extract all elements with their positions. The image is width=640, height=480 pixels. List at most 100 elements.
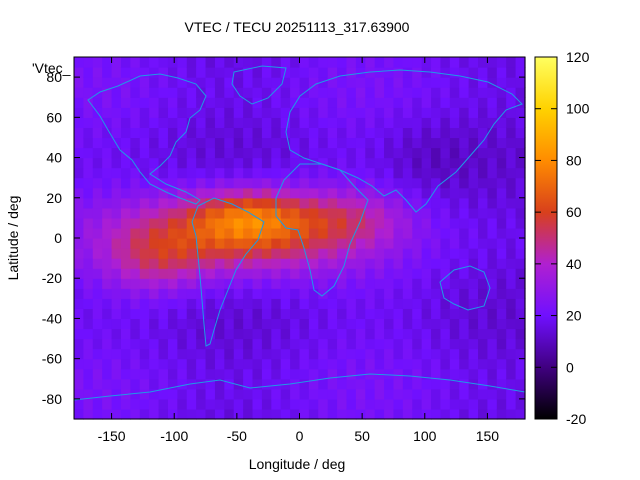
heatmap-cell [393,87,404,98]
heatmap-cell [468,87,479,98]
heatmap-cell [74,197,84,209]
heatmap-cell [271,117,282,128]
heatmap-cell [459,67,470,78]
heatmap-cell [327,358,338,370]
heatmap-cell [515,358,526,370]
heatmap-cell [402,167,413,179]
heatmap-cell [214,117,225,128]
heatmap-cell [318,358,329,370]
heatmap-cell [74,117,84,128]
heatmap-cell [83,227,94,239]
heatmap-cell [205,308,216,320]
heatmap-cell [74,67,84,78]
heatmap-cell [318,187,329,199]
heatmap-cell [280,348,291,360]
heatmap-cell [290,378,301,390]
heatmap-cell [177,117,188,128]
heatmap-cell [449,338,460,350]
heatmap-cell [374,358,385,370]
heatmap-cell [177,298,188,309]
heatmap-cell [449,308,460,320]
heatmap-cell [487,238,498,249]
heatmap-cell [92,278,103,289]
heatmap-cell [261,117,272,128]
heatmap-cell [506,278,517,289]
heatmap-cell [299,167,310,179]
heatmap-cell [449,368,460,380]
heatmap-cell [280,217,291,229]
heatmap-cell [83,127,94,139]
heatmap-cell [384,77,395,88]
heatmap-cell [374,308,385,320]
heatmap-cell [449,87,460,98]
heatmap-cell [515,338,526,350]
heatmap-cell [478,117,489,128]
heatmap-cell [280,388,291,400]
heatmap-cell [196,147,207,159]
heatmap-cell [421,217,432,229]
heatmap-cell [214,268,225,279]
heatmap-cell [478,238,489,249]
heatmap-cell [459,137,470,149]
heatmap-cell [130,378,141,390]
heatmap-cell [252,328,263,340]
heatmap-cell [346,308,357,320]
heatmap-cell [318,107,329,118]
heatmap-cell [120,227,131,239]
heatmap-cell [318,278,329,289]
heatmap-cell [74,137,84,149]
heatmap-cell [224,278,235,289]
heatmap-cell [384,338,395,350]
heatmap-cell [290,288,301,299]
heatmap-cell [224,378,235,390]
heatmap-cell [402,278,413,289]
heatmap-cell [299,348,310,360]
heatmap-cell [111,258,122,269]
heatmap-cell [431,117,442,128]
heatmap-cell [74,268,84,279]
heatmap-cell [74,338,84,350]
heatmap-cell [384,97,395,108]
heatmap-cell [214,368,225,380]
heatmap-cell [224,227,235,239]
heatmap-cell [412,378,423,390]
heatmap-cell [130,328,141,340]
heatmap-cell [224,147,235,159]
heatmap-cell [393,338,404,350]
heatmap-cell [468,398,479,410]
heatmap-cell [252,117,263,128]
heatmap-cell [299,147,310,159]
heatmap-cell [243,217,254,229]
heatmap-cell [205,177,216,189]
heatmap-cell [459,57,470,68]
heatmap-cell [149,348,160,360]
heatmap-cell [149,258,160,269]
heatmap-cell [384,157,395,169]
heatmap-cell [374,348,385,360]
heatmap-cell [459,217,470,229]
heatmap-cell [440,217,451,229]
heatmap-cell [506,358,517,370]
heatmap-cell [299,298,310,309]
heatmap-cell [412,278,423,289]
heatmap-cell [393,217,404,229]
heatmap-cell [261,278,272,289]
heatmap-cell [515,67,526,78]
heatmap-cell [496,398,507,410]
heatmap-cell [290,157,301,169]
heatmap-cell [271,358,282,370]
heatmap-cell [478,157,489,169]
heatmap-cell [196,57,207,68]
heatmap-cell [243,388,254,400]
heatmap-cell [468,298,479,309]
heatmap-cell [431,278,442,289]
heatmap-cell [92,207,103,219]
heatmap-cell [177,328,188,340]
heatmap-cell [365,268,376,279]
heatmap-cell [111,107,122,118]
heatmap-cell [337,217,348,229]
heatmap-cell [402,388,413,400]
heatmap-cell [196,137,207,149]
heatmap-cell [355,348,366,360]
heatmap-cell [459,258,470,269]
